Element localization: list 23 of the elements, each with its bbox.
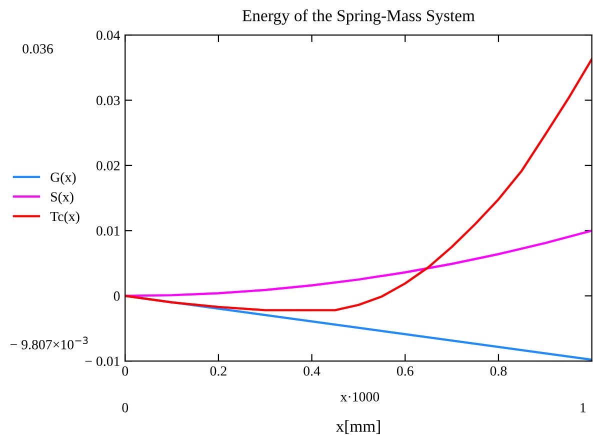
text: 0	[122, 403, 128, 412]
y-tick-label: − 0.01	[85, 356, 120, 366]
line-series	[125, 230, 592, 297]
legend-label: G(x)	[50, 172, 76, 185]
text: x·1000	[340, 392, 380, 402]
text: − 9.807×10$^{−3}$	[10, 336, 88, 350]
y-tick-label: 0.04	[96, 30, 120, 40]
y-tick-label: 0.03	[96, 96, 120, 106]
legend-label: S(x)	[51, 192, 74, 204]
x-tick-label: 0	[122, 366, 128, 376]
line-series	[125, 58, 592, 312]
y-tick-label: 0.02	[96, 161, 120, 170]
x-tick-label: 0.2	[210, 366, 226, 376]
text: 1	[580, 403, 586, 412]
y-tick-label: 0	[114, 291, 120, 301]
legend-label: Tc(x)	[50, 211, 80, 224]
text: 0.036	[22, 44, 53, 54]
x-tick-label: 0.8	[490, 366, 507, 376]
x-axis-title: x[mm]	[336, 420, 380, 434]
x-tick-label: 0.6	[396, 366, 414, 376]
chart-title: Energy of the Spring-Mass System	[242, 9, 475, 25]
y-tick-label: 0.01	[96, 226, 120, 236]
x-tick-label: 0.4	[304, 366, 320, 376]
